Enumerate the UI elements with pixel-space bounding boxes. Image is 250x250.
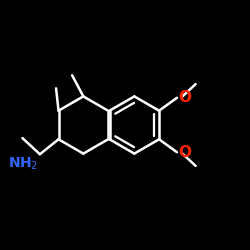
Text: O: O — [178, 90, 191, 105]
Text: NH$_2$: NH$_2$ — [8, 156, 38, 172]
Text: O: O — [178, 145, 191, 160]
